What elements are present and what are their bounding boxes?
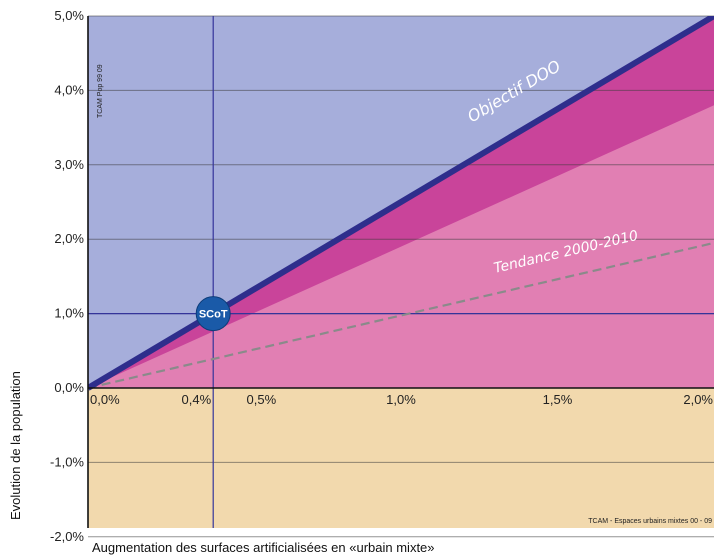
x-axis-note: TCAM - Espaces urbains mixtes 00 - 09 — [588, 518, 712, 525]
x-tick-label: 1,0% — [386, 392, 416, 407]
negative-region — [88, 388, 714, 528]
y-axis-title: Evolution de la population — [8, 371, 23, 520]
trend-line — [88, 241, 714, 390]
target-line — [88, 16, 714, 391]
y-axis-note: TCAM Pop 99 09 — [97, 64, 104, 118]
scot-point-label: SCoT — [199, 309, 228, 321]
x-tick-label: 0,5% — [247, 392, 277, 407]
y-tick-label: 4,0% — [54, 82, 84, 97]
x-axis-title: Augmentation des surfaces artificialisée… — [92, 540, 435, 555]
y-tick-label: 5,0% — [54, 8, 84, 23]
y-tick-label: 0,0% — [54, 380, 84, 395]
scot-point — [195, 296, 231, 332]
y-tick-label: 3,0% — [54, 157, 84, 172]
y-tick-label: 2,0% — [54, 231, 84, 246]
y-tick-label: -2,0% — [50, 529, 84, 544]
x-tick-label: 0,0% — [90, 392, 120, 407]
x-tick-label: 0,4% — [182, 392, 212, 407]
x-tick-label: 2,0% — [683, 392, 713, 407]
x-tick-label: 1,5% — [543, 392, 573, 407]
reference-lines — [88, 16, 714, 528]
y-tick-label: -1,0% — [50, 454, 84, 469]
y-tick-label: 1,0% — [54, 306, 84, 321]
